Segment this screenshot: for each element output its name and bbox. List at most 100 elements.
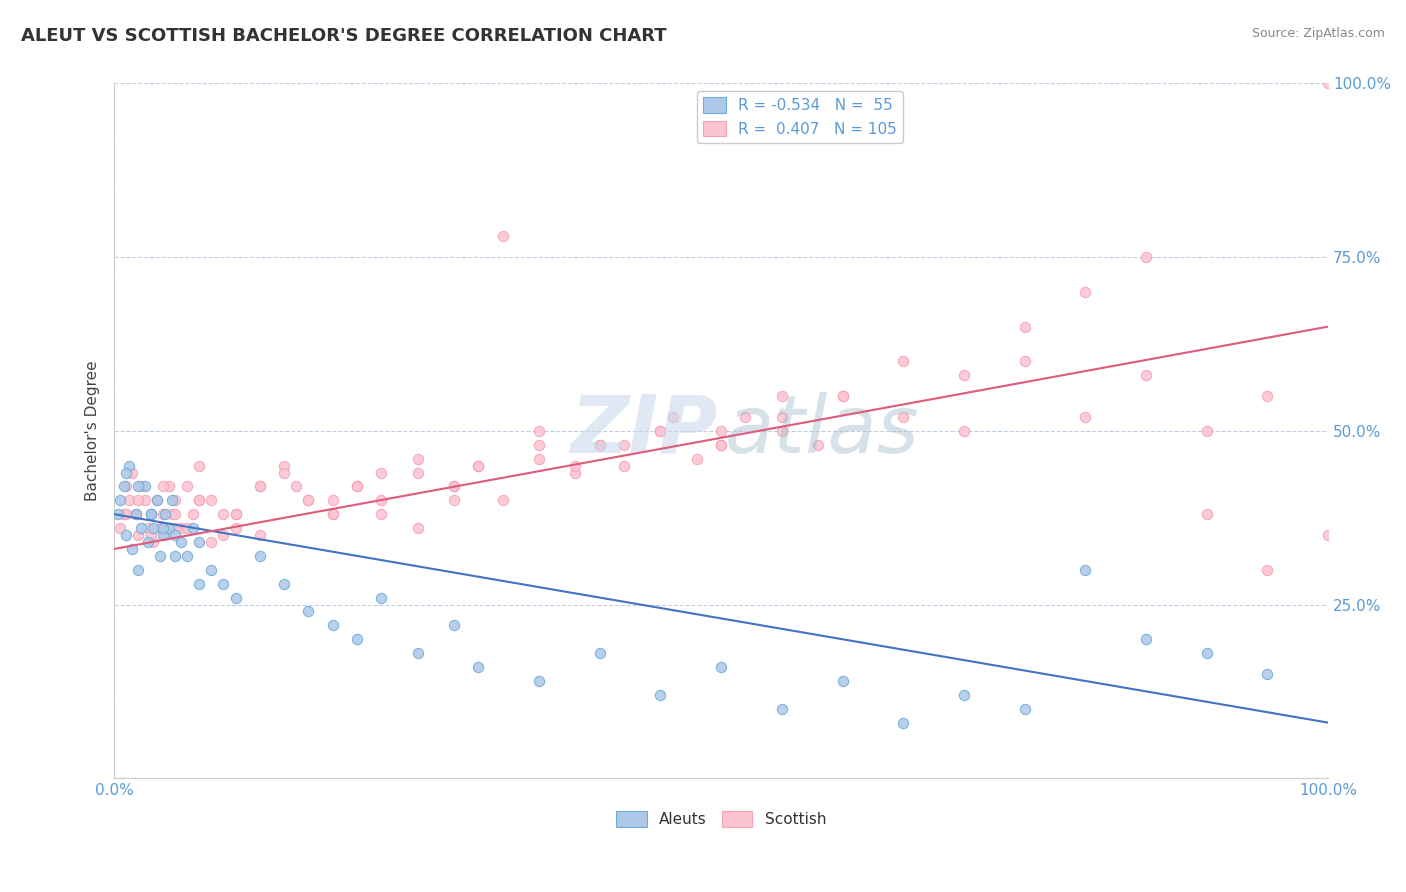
Point [115, 466, 138, 480]
Point [297, 493, 319, 508]
Point [650, 688, 672, 702]
Point [142, 535, 165, 549]
Point [200, 563, 222, 577]
Point [1074, 563, 1097, 577]
Point [710, 438, 733, 452]
Point [273, 458, 295, 473]
Point [443, 479, 465, 493]
Point [322, 507, 344, 521]
Point [564, 466, 586, 480]
Point [1195, 424, 1218, 438]
Point [661, 409, 683, 424]
Point [157, 479, 180, 493]
Point [527, 424, 550, 438]
Text: ZIP: ZIP [571, 392, 717, 470]
Point [163, 493, 186, 508]
Point [188, 458, 211, 473]
Point [710, 660, 733, 674]
Point [176, 521, 198, 535]
Point [200, 535, 222, 549]
Point [322, 618, 344, 632]
Point [200, 493, 222, 508]
Point [443, 493, 465, 508]
Point [139, 507, 162, 521]
Point [1256, 667, 1278, 681]
Point [163, 507, 186, 521]
Point [125, 507, 148, 521]
Point [492, 229, 515, 244]
Point [225, 591, 247, 605]
Point [406, 521, 429, 535]
Text: ALEUT VS SCOTTISH BACHELOR'S DEGREE CORRELATION CHART: ALEUT VS SCOTTISH BACHELOR'S DEGREE CORR… [21, 27, 666, 45]
Point [107, 507, 129, 521]
Point [1014, 702, 1036, 716]
Point [163, 549, 186, 563]
Point [152, 507, 174, 521]
Point [406, 466, 429, 480]
Point [136, 521, 159, 535]
Point [710, 438, 733, 452]
Point [831, 673, 853, 688]
Point [149, 521, 172, 535]
Point [831, 389, 853, 403]
Point [285, 479, 308, 493]
Point [127, 493, 149, 508]
Point [118, 493, 141, 508]
Point [273, 466, 295, 480]
Point [346, 632, 368, 647]
Point [1256, 563, 1278, 577]
Point [188, 493, 211, 508]
Point [152, 479, 174, 493]
Point [134, 479, 156, 493]
Point [149, 549, 172, 563]
Point [297, 605, 319, 619]
Text: Source: ZipAtlas.com: Source: ZipAtlas.com [1251, 27, 1385, 40]
Point [406, 451, 429, 466]
Point [953, 688, 976, 702]
Point [153, 528, 176, 542]
Point [145, 493, 167, 508]
Point [139, 528, 162, 542]
Point [134, 493, 156, 508]
Point [153, 507, 176, 521]
Point [467, 458, 489, 473]
Point [891, 715, 914, 730]
Point [613, 458, 636, 473]
Point [1135, 632, 1157, 647]
Point [650, 424, 672, 438]
Point [176, 549, 198, 563]
Point [891, 409, 914, 424]
Point [127, 528, 149, 542]
Point [370, 493, 392, 508]
Y-axis label: Bachelor's Degree: Bachelor's Degree [86, 360, 100, 501]
Point [176, 479, 198, 493]
Point [589, 646, 612, 660]
Point [115, 528, 138, 542]
Point [1135, 250, 1157, 264]
Point [170, 535, 193, 549]
Point [129, 479, 152, 493]
Point [527, 438, 550, 452]
Point [770, 424, 793, 438]
Point [152, 528, 174, 542]
Point [115, 507, 138, 521]
Point [127, 563, 149, 577]
Point [212, 528, 235, 542]
Point [589, 438, 612, 452]
Point [157, 521, 180, 535]
Point [527, 451, 550, 466]
Point [273, 576, 295, 591]
Point [370, 507, 392, 521]
Point [129, 521, 152, 535]
Point [110, 493, 132, 508]
Point [142, 521, 165, 535]
Point [527, 673, 550, 688]
Point [322, 493, 344, 508]
Point [1135, 368, 1157, 383]
Point [112, 479, 135, 493]
Point [891, 354, 914, 368]
Point [110, 521, 132, 535]
Point [953, 368, 976, 383]
Point [1195, 646, 1218, 660]
Point [162, 507, 184, 521]
